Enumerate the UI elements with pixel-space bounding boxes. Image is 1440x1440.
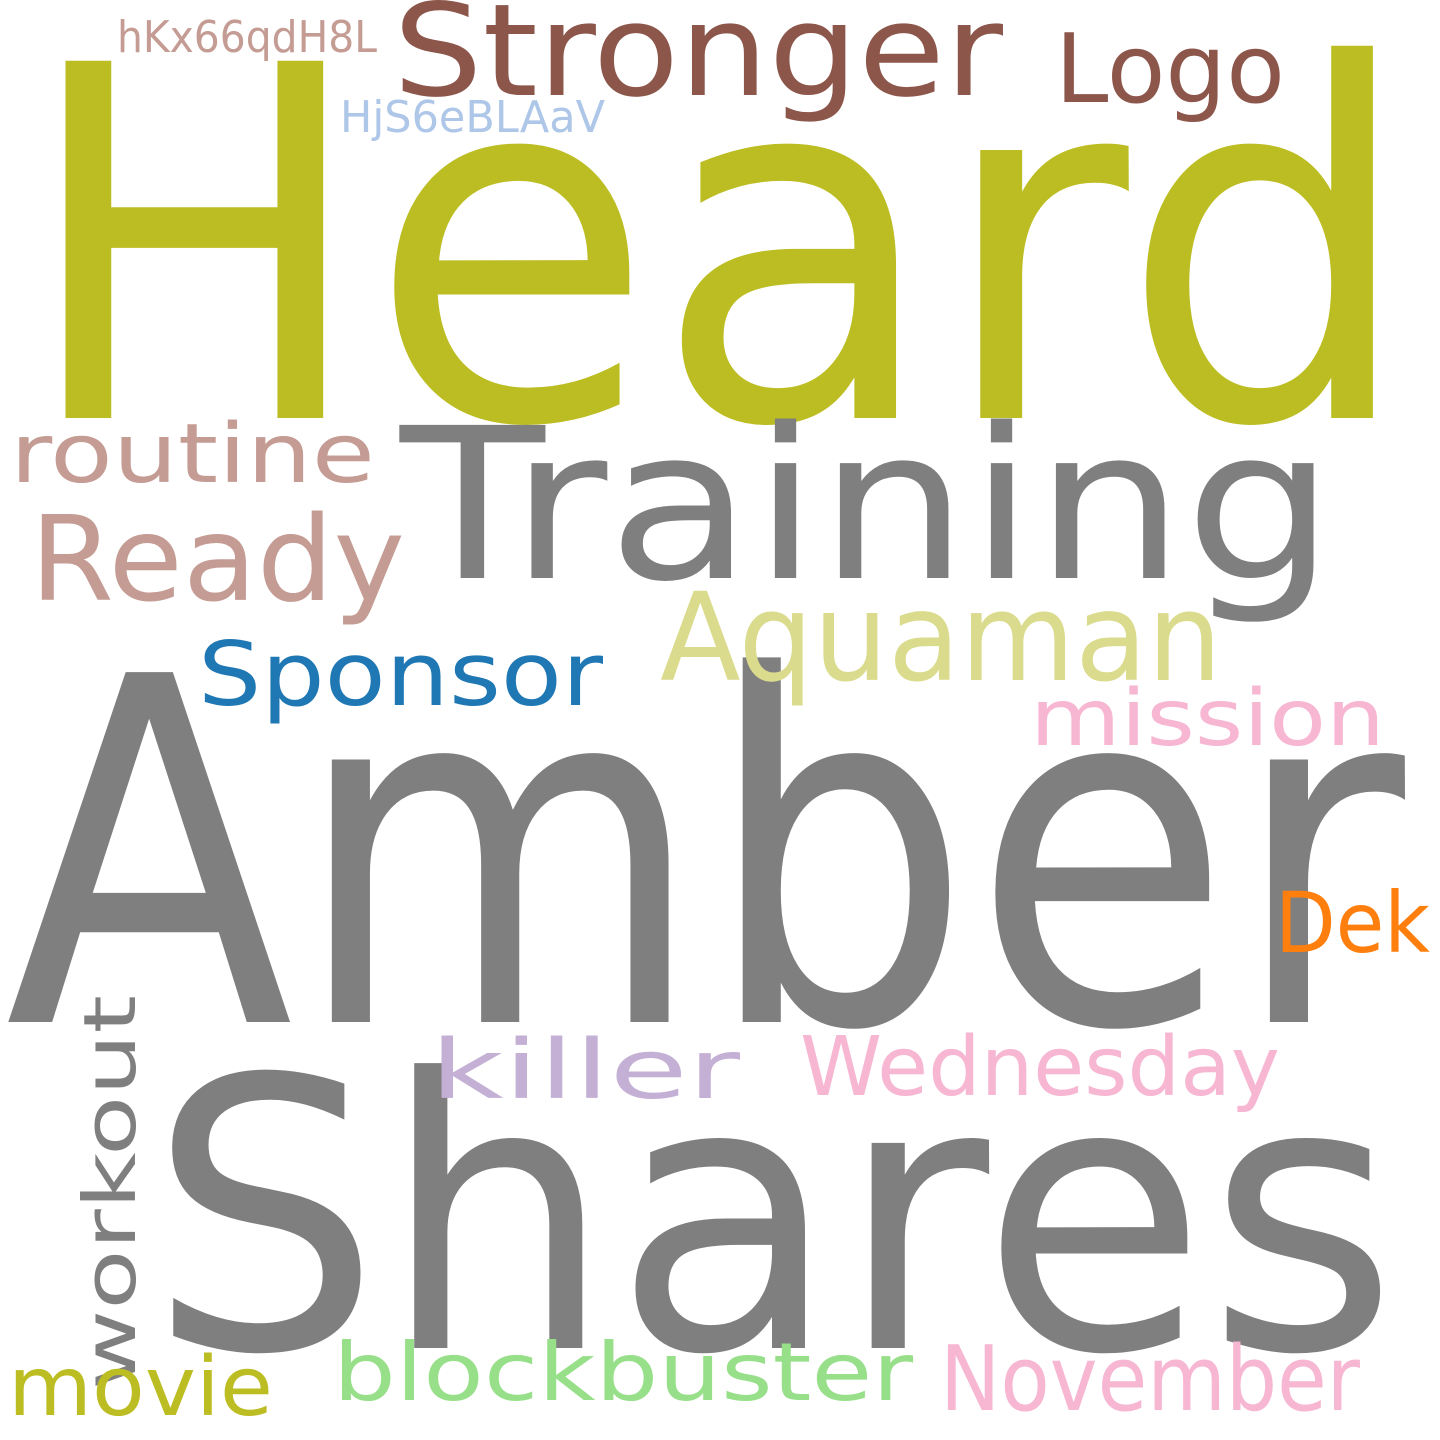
word-amber: Amber	[5, 577, 1410, 1136]
word-ready: Ready	[30, 490, 405, 628]
word-mission: mission	[1030, 674, 1385, 764]
word-logo: Logo	[1055, 15, 1285, 125]
word-sponsor: Sponsor	[198, 623, 604, 726]
word-stronger: Stronger	[393, 0, 1003, 126]
word-shares: Shares	[148, 1001, 1398, 1437]
word-training: Training	[399, 383, 1335, 628]
word-wednesday: Wednesday	[800, 1020, 1280, 1115]
word-workout: workout	[68, 995, 152, 1390]
word-november: November	[940, 1327, 1360, 1432]
word-aquaman: Aquaman	[660, 567, 1222, 709]
word-dek: Dek	[1275, 874, 1430, 972]
word-hjs6eblaav: HjS6eBLAaV	[340, 92, 605, 143]
word-killer: killer	[430, 1023, 740, 1118]
word-hkx66qdh8l: hKx66qdH8L	[117, 12, 377, 63]
word-heard: Heard	[20, 0, 1415, 534]
word-routine: routine	[10, 407, 375, 502]
word-blockbuster: blockbuster	[333, 1326, 913, 1419]
word-movie: movie	[8, 1340, 273, 1435]
